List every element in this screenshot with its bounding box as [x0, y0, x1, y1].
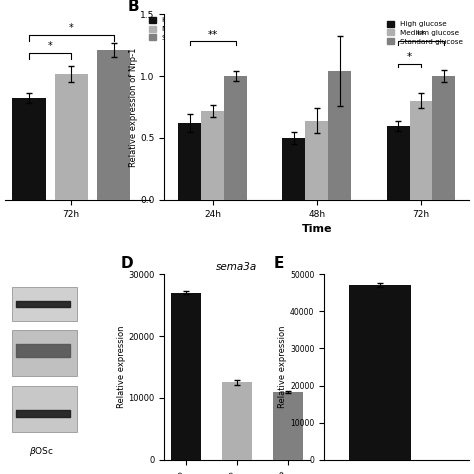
Text: D: D	[121, 255, 134, 271]
Bar	[410, 101, 432, 200]
Text: **: **	[416, 30, 426, 40]
Legend: High glucose, Medium glucose, Standard glucose: High glucose, Medium glucose, Standard g…	[146, 14, 228, 44]
Legend: High glucose, Medium glucose, Standard glucose: High glucose, Medium glucose, Standard g…	[384, 18, 465, 47]
Bar	[178, 123, 201, 200]
Bar	[387, 126, 410, 200]
Bar	[171, 292, 201, 460]
Text: *: *	[69, 23, 73, 33]
FancyBboxPatch shape	[12, 287, 77, 320]
FancyBboxPatch shape	[12, 330, 77, 376]
Bar	[273, 392, 303, 460]
Text: *: *	[407, 53, 412, 63]
Bar	[201, 111, 224, 200]
Text: E: E	[273, 255, 283, 271]
Text: $\beta$OSc: $\beta$OSc	[28, 445, 54, 458]
FancyBboxPatch shape	[12, 385, 77, 432]
Bar	[97, 50, 130, 200]
X-axis label: Time: Time	[301, 224, 332, 234]
Bar	[224, 76, 247, 200]
Y-axis label: Relative expression: Relative expression	[278, 326, 287, 408]
Title: sema3a: sema3a	[216, 262, 258, 272]
Bar	[328, 71, 351, 200]
Bar	[12, 98, 46, 200]
Bar	[432, 76, 456, 200]
Bar	[283, 138, 305, 200]
Bar	[305, 121, 328, 200]
Text: **: **	[208, 30, 218, 40]
Text: *: *	[48, 41, 53, 51]
Text: B: B	[128, 0, 139, 14]
Bar	[349, 285, 410, 460]
Y-axis label: Relative expression of Nrp-1: Relative expression of Nrp-1	[128, 47, 137, 167]
Bar	[222, 383, 252, 460]
Y-axis label: Relative expression: Relative expression	[117, 326, 126, 408]
Bar	[55, 74, 88, 200]
